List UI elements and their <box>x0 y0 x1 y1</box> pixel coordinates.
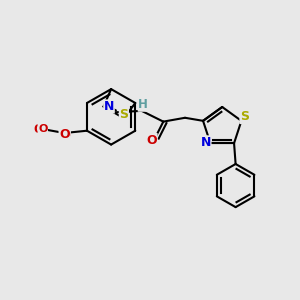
Text: O: O <box>59 128 70 141</box>
Text: H: H <box>138 98 148 111</box>
Text: O: O <box>36 123 46 136</box>
Text: O: O <box>59 128 70 141</box>
Text: O: O <box>33 123 43 136</box>
Text: O: O <box>146 134 157 147</box>
Text: N: N <box>200 136 211 149</box>
Text: O: O <box>38 124 47 134</box>
Text: N: N <box>104 100 114 113</box>
Text: S: S <box>119 108 128 121</box>
Text: O: O <box>60 129 70 142</box>
Text: S: S <box>240 110 249 124</box>
